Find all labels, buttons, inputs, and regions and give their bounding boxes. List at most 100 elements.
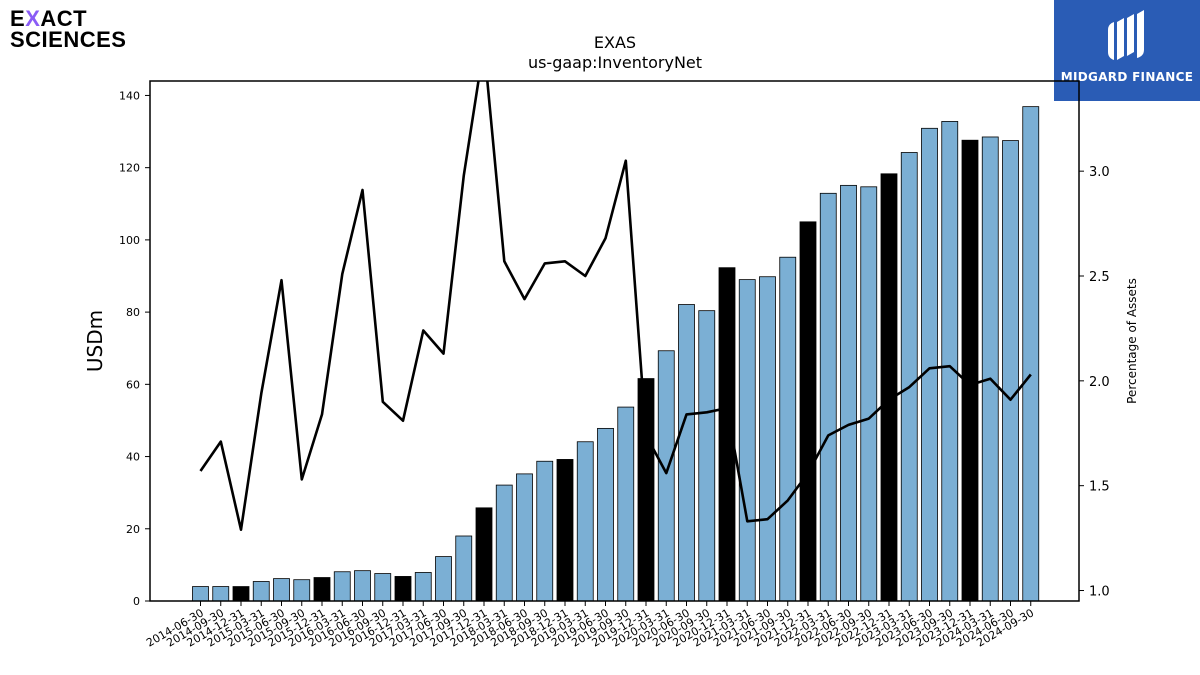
x-tick-label: 2023-03-31 (853, 606, 915, 649)
y2-tick-label: 1.0 (1089, 585, 1110, 600)
y2-tick-label: 3.0 (1089, 165, 1110, 180)
y2-axis-label: Percentage of Assets (1125, 278, 1139, 404)
bar-2016-03-31 (333, 571, 351, 602)
bar-2015-09-30 (293, 579, 311, 602)
bar-2023-12-31 (961, 139, 979, 602)
x-tick-label: 2015-09-30 (245, 606, 307, 649)
x-tick-label: 2019-03-31 (529, 606, 591, 649)
y-tick-label: 120 (119, 162, 140, 175)
bar-2021-06-30 (759, 276, 776, 602)
x-tick-label: 2014-12-31 (185, 606, 247, 649)
bar-series (192, 106, 1040, 602)
bar-2018-12-31 (556, 459, 574, 602)
bar-2016-12-31 (394, 576, 412, 602)
bar-2018-03-31 (495, 484, 513, 602)
midgard-finance-name: MIDGARD FINANCE (1060, 70, 1194, 84)
bar-2022-12-31 (880, 173, 898, 602)
logo-line-2: SCIENCES (10, 27, 127, 52)
y-tick-label: 80 (126, 306, 140, 319)
midgard-logo-icon (1108, 10, 1144, 60)
midgard-finance-badge: MIDGARD FINANCE (1054, 0, 1200, 101)
y-tick-label: 0 (133, 595, 140, 608)
x-tick-label: 2021-12-31 (752, 606, 814, 649)
percentage-of-assets-line (199, 81, 1032, 532)
x-tick-label: 2016-09-30 (326, 606, 388, 649)
y-tick-label: 100 (119, 234, 140, 247)
y-tick-label: 20 (126, 523, 140, 536)
y-tick-label: 60 (126, 378, 140, 391)
bar-2023-09-30 (941, 121, 959, 602)
bar-2019-09-30 (617, 406, 635, 602)
x-tick-label: 2016-12-31 (347, 606, 409, 649)
x-tick-label: 2022-06-30 (792, 606, 854, 649)
bar-2024-06-30 (1002, 140, 1019, 602)
chart-subtitle: us-gaap:InventoryNet (528, 53, 702, 72)
x-tick-label: 2020-03-31 (610, 606, 672, 649)
bar-2016-06-30 (354, 570, 371, 602)
x-tick-label: 2021-09-30 (731, 606, 793, 649)
y-tick-label: 40 (126, 451, 140, 464)
bar-2021-12-31 (799, 221, 817, 602)
x-tick-label: 2015-06-30 (225, 606, 287, 649)
bar-2017-12-31 (475, 507, 493, 602)
x-tick-label: 2023-09-30 (893, 606, 955, 649)
x-tick-label: 2023-06-30 (873, 606, 935, 649)
x-tick-label: 2018-03-31 (448, 606, 510, 649)
x-tick-label: 2020-09-30 (650, 606, 712, 649)
plot-frame (149, 80, 1080, 602)
x-tick-label: 2019-06-30 (549, 606, 611, 649)
x-tick-label: 2016-03-31 (286, 606, 348, 649)
bar-2023-06-30 (921, 127, 938, 602)
bar-2019-12-31 (637, 378, 655, 602)
bar-2015-03-31 (252, 581, 270, 602)
bar-2015-12-31 (313, 577, 331, 602)
x-tick-label: 2020-12-31 (671, 606, 733, 649)
x-tick-label: 2019-12-31 (590, 606, 652, 649)
line-series (199, 81, 1032, 532)
x-tick-label: 2018-06-30 (468, 606, 530, 649)
bar-2023-03-31 (900, 152, 918, 602)
y-tick-label: 140 (119, 89, 140, 102)
y-axis-label: USDm (83, 310, 107, 372)
left-axis: 0 20 40 60 80 100 120 140 (119, 89, 150, 608)
x-tick-label: 2015-12-31 (266, 606, 328, 649)
x-tick-label: 2019-09-30 (569, 606, 631, 649)
bar-2018-09-30 (536, 460, 554, 602)
x-tick-label: 2022-12-31 (833, 606, 895, 649)
x-tick-label: 2020-06-30 (630, 606, 692, 649)
bar-2016-09-30 (374, 573, 392, 602)
x-tick-label: 2024-09-30 (974, 606, 1036, 649)
bar-2018-06-30 (516, 473, 533, 602)
bar-2014-06-30 (192, 586, 209, 602)
x-tick-label: 2022-09-30 (812, 606, 874, 649)
bar-2017-03-31 (414, 572, 432, 602)
x-tick-label: 2022-03-31 (772, 606, 834, 649)
x-tick-label: 2015-03-31 (205, 606, 267, 649)
bar-2020-12-31 (718, 267, 736, 602)
x-tick-label: 2018-09-30 (488, 606, 550, 649)
chart-title: EXAS (594, 33, 636, 52)
bar-2021-03-31 (738, 279, 756, 602)
x-tick-label: 2017-03-31 (367, 606, 429, 649)
bar-2022-06-30 (840, 184, 857, 602)
x-tick-label: 2024-06-30 (954, 606, 1016, 649)
y2-tick-label: 2.0 (1089, 375, 1110, 390)
bar-2019-06-30 (597, 427, 614, 602)
y2-tick-label: 2.5 (1089, 270, 1110, 285)
bar-2015-06-30 (273, 578, 290, 602)
bar-2020-03-31 (657, 350, 675, 602)
right-axis: 1.0 1.5 2.0 2.5 3.0 (1079, 165, 1110, 600)
x-tick-label: 2023-12-31 (914, 606, 976, 649)
exact-sciences-logo: EXACT SCIENCES (10, 6, 127, 52)
logo-line-1: EXACT (10, 6, 88, 31)
x-tick-label: 2016-06-30 (306, 606, 368, 649)
x-tick-label: 2021-03-31 (691, 606, 753, 649)
x-tick-label: 2018-12-31 (509, 606, 571, 649)
bar-2017-06-30 (435, 556, 452, 602)
x-tick-label: 2017-09-30 (407, 606, 469, 649)
x-tick-label: 2014-06-30 (144, 606, 206, 649)
x-axis: 2014-06-302014-09-302014-12-312015-03-31… (144, 601, 1036, 650)
bar-2014-12-31 (232, 586, 250, 602)
bar-2024-09-30 (1022, 106, 1040, 602)
